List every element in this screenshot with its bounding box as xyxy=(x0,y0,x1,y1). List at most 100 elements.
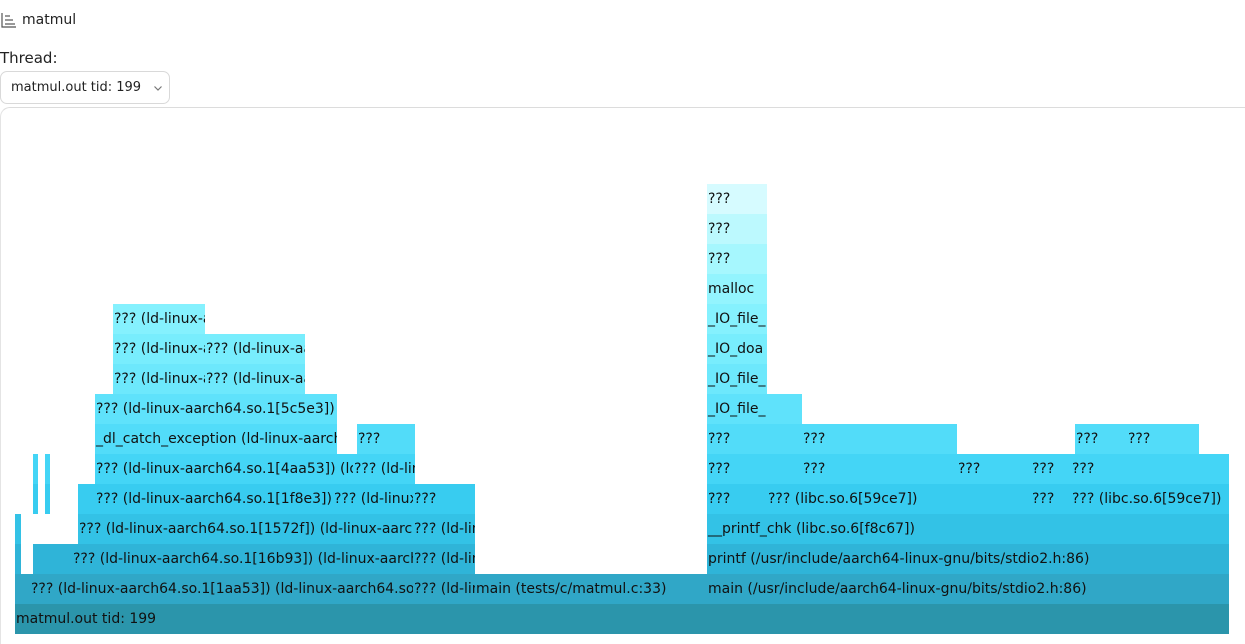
flame-frame[interactable] xyxy=(15,544,21,574)
flame-frame[interactable]: ??? (ld-linux-aarch64.so.1[5c5e3]) (ld-l… xyxy=(205,334,305,364)
flame-frame[interactable]: main (/usr/include/aarch64-linux-gnu/bit… xyxy=(707,574,1229,604)
flame-frame-label: _dl_catch_exception (ld-linux-aarch64.so… xyxy=(96,431,337,447)
flame-frame-label: printf (/usr/include/aarch64-linux-gnu/b… xyxy=(708,551,1090,567)
flame-frame[interactable] xyxy=(767,394,802,424)
chevron-down-icon xyxy=(154,85,163,91)
flame-frame[interactable] xyxy=(45,484,50,514)
flame-frame[interactable]: _IO_file_ xyxy=(707,304,767,334)
flame-frame-label: ??? xyxy=(708,461,731,477)
flame-frame-label: main (/usr/include/aarch64-linux-gnu/bit… xyxy=(708,581,1087,597)
flame-frame[interactable]: ??? (ld-linux-aarch64.so.1[5c5e3]) xyxy=(113,304,205,334)
flame-frame[interactable]: ??? (ld-linux-aarch64.so.1[5c5e3]) (ld-l… xyxy=(113,334,205,364)
flame-frame[interactable]: ??? (ld-linux-aarch64.so.1[1572f]) (ld-l… xyxy=(78,514,413,544)
flame-frame-label: ??? xyxy=(803,431,826,447)
flame-frame-label: ??? (ld-linux-aarch64.so.1[4aa53]) xyxy=(354,461,415,477)
flame-frame-label: __printf_chk (libc.so.6[f8c67]) xyxy=(708,521,915,537)
flame-frame-label: ??? (ld-linux-aarch64.so.1[1f8e3]) (ld-l… xyxy=(96,491,333,507)
flame-frame[interactable]: printf (/usr/include/aarch64-linux-gnu/b… xyxy=(707,544,1229,574)
flame-frame[interactable]: ??? (ld-linux-aarch64.so.1[4aa53]) (ld-l… xyxy=(95,454,353,484)
flame-frame[interactable]: ??? (ld-linux-aarch64.so.1[1aa53]) xyxy=(413,574,475,604)
flame-frame[interactable]: ??? xyxy=(707,424,767,454)
flame-frame-label: ??? xyxy=(414,491,437,507)
flame-frame-label: ??? xyxy=(1032,491,1055,507)
flame-frame-label: ??? (ld-linux-aarch64.so.1[5c5e3]) (ld-l… xyxy=(114,341,205,357)
flame-frame-label: ??? xyxy=(1032,461,1055,477)
flame-frame[interactable]: ??? (libc.so.6[59ce7]) xyxy=(1071,484,1229,514)
flame-frame-label: malloc xyxy=(708,281,755,297)
flame-frame[interactable]: ??? (libc.so.6[59ce7]) xyxy=(767,484,1031,514)
flame-frame[interactable]: ??? (ld-linux-aarch64.so.1[1572f]) xyxy=(413,514,475,544)
flame-frame-label: ??? xyxy=(708,221,731,237)
flame-frame[interactable]: ??? xyxy=(707,214,767,244)
flame-frame[interactable]: _IO_file_ xyxy=(707,394,767,424)
flame-frame[interactable]: ??? xyxy=(802,454,922,484)
flame-frame[interactable] xyxy=(1127,454,1229,484)
flame-frame[interactable] xyxy=(33,544,72,574)
flame-frame[interactable]: ??? xyxy=(1127,424,1199,454)
flame-frame[interactable]: ??? xyxy=(1075,424,1127,454)
flame-frame[interactable]: ??? (ld-linux-aarch64.so.1[5c5e3]) (ld-l… xyxy=(95,394,337,424)
flame-frame-label: ??? xyxy=(1072,461,1095,477)
flame-frame-label: ??? (ld-linux-aarch64.so.1[1aa53]) xyxy=(414,581,475,597)
flame-frame[interactable] xyxy=(33,484,38,514)
flame-frame-label: ??? (ld-linux-aarch64.so.1[1572f]) (ld-l… xyxy=(79,521,413,537)
flame-frame-label: ??? xyxy=(803,461,826,477)
flame-frame-label: ??? (ld-linux-aarch64.so.1[5c5e3]) xyxy=(114,311,205,327)
flame-frame[interactable]: _IO_doa xyxy=(707,334,767,364)
flame-frame-label: matmul.out tid: 199 xyxy=(16,611,157,627)
thread-select[interactable]: matmul.out tid: 199 xyxy=(0,71,170,104)
flame-frame[interactable] xyxy=(15,514,21,544)
flame-frame[interactable]: ??? xyxy=(1071,454,1127,484)
flame-frame[interactable]: ??? (ld-linux-aarch64.so.1[1f8e3]) (ld-l… xyxy=(95,484,333,514)
flame-frame[interactable]: _IO_file_ xyxy=(707,364,767,394)
flame-frame[interactable]: ??? (ld-linux-aarch64.so.1[16b93]) xyxy=(413,544,475,574)
flame-frame[interactable]: ??? xyxy=(707,244,767,274)
flame-frame[interactable]: _dl_catch_exception (ld-linux-aarch64.so… xyxy=(95,424,337,454)
flame-frame[interactable]: ??? xyxy=(1031,484,1071,514)
flame-frame-label: ??? (ld-linux-aarch64.so.1[4a1c]) xyxy=(334,491,413,507)
flame-frame[interactable]: main (tests/c/matmul.c:33) xyxy=(475,574,707,604)
flame-frame-label: ??? xyxy=(958,461,981,477)
flame-frame[interactable]: ??? xyxy=(802,424,922,454)
flame-frame[interactable] xyxy=(922,424,957,454)
flame-frame[interactable]: ??? xyxy=(707,454,767,484)
flame-frame-label: ??? (ld-linux-aarch64.so.1[1572f]) xyxy=(414,521,475,537)
flame-frame-label: ??? (ld-linux-aarch64.so.1[5c5e3]) (ld-l… xyxy=(206,371,305,387)
flame-frame-label: ??? (ld-linux-aarch64.so.1[4aa53]) (ld-l… xyxy=(96,461,353,477)
flame-frame[interactable]: ??? (ld-linux-aarch64.so.1[4a1c]) xyxy=(333,484,413,514)
flame-frame[interactable]: ??? xyxy=(413,484,475,514)
flame-frame[interactable] xyxy=(45,454,50,484)
flame-frame[interactable]: ??? xyxy=(957,454,1031,484)
flame-frame-label: _IO_file_ xyxy=(708,401,766,417)
page-title: matmul xyxy=(22,12,77,28)
flame-frame-label: ??? (ld-linux-aarch64.so.1[16b93]) xyxy=(414,551,475,567)
flame-frame[interactable]: ??? xyxy=(357,424,415,454)
flame-frame[interactable]: ??? (ld-linux-aarch64.so.1[5c5e3]) (ld-l… xyxy=(205,364,305,394)
flame-frame[interactable]: ??? xyxy=(707,184,767,214)
thread-label: Thread: xyxy=(0,49,58,67)
flame-frame[interactable]: matmul.out tid: 199 xyxy=(15,604,1229,634)
flame-frame[interactable] xyxy=(33,454,38,484)
flame-frame-label: ??? xyxy=(708,491,731,507)
flame-frame[interactable]: ??? (ld-linux-aarch64.so.1[1aa53]) (ld-l… xyxy=(30,574,413,604)
thread-select-value: matmul.out tid: 199 xyxy=(11,80,142,95)
flame-frame-label: _IO_file_ xyxy=(708,311,766,327)
flame-frame[interactable]: ??? xyxy=(707,484,767,514)
flame-frame[interactable] xyxy=(767,454,802,484)
flame-frame[interactable]: ??? xyxy=(1031,454,1071,484)
flame-frame[interactable]: ??? (ld-linux-aarch64.so.1[4aa53]) xyxy=(353,454,415,484)
app-header: matmul xyxy=(0,10,76,30)
flame-frame[interactable] xyxy=(767,424,802,454)
flame-frame[interactable]: ??? (ld-linux-aarch64.so.1[16b93]) (ld-l… xyxy=(72,544,413,574)
flame-frame-label: ??? (ld-linux-aarch64.so.1[16b93]) (ld-l… xyxy=(73,551,413,567)
flame-frame[interactable] xyxy=(78,484,95,514)
flame-frame[interactable]: ??? (ld-linux-aarch64.so.1[5c5e3]) (ld-l… xyxy=(113,364,205,394)
flame-frame[interactable]: __printf_chk (libc.so.6[f8c67]) xyxy=(707,514,1229,544)
flame-frame[interactable]: malloc xyxy=(707,274,767,304)
flame-frame[interactable] xyxy=(15,574,30,604)
flame-frame-label: _IO_doa xyxy=(708,341,764,357)
flame-frame-label: ??? xyxy=(1076,431,1099,447)
flame-frame[interactable] xyxy=(922,454,957,484)
flame-frame-label: ??? (libc.so.6[59ce7]) xyxy=(1072,491,1222,507)
